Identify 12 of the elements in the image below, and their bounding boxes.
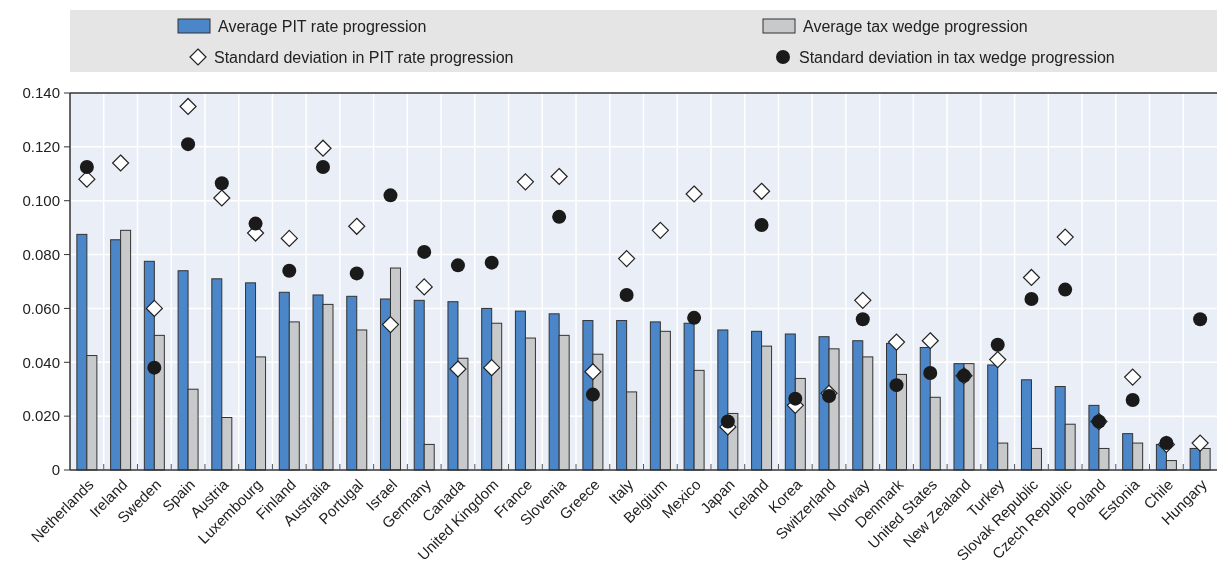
- y-tick-label: 0: [51, 461, 60, 479]
- y-tick-label: 0.060: [22, 299, 60, 317]
- y-tick-label: 0.120: [22, 138, 60, 156]
- y-tick-label: 0.020: [22, 407, 60, 425]
- y-tick-label: 0.080: [22, 245, 60, 263]
- legend-label: Average tax wedge progression: [803, 17, 1028, 35]
- legend-label: Standard deviation in PIT rate progression: [214, 48, 514, 66]
- y-tick-label: 0.040: [22, 353, 60, 371]
- legend-label: Average PIT rate progression: [218, 17, 427, 35]
- legend-label: Standard deviation in tax wedge progression: [799, 48, 1115, 66]
- y-tick-label: 0.100: [22, 191, 60, 209]
- y-tick-label: 0.140: [22, 84, 60, 102]
